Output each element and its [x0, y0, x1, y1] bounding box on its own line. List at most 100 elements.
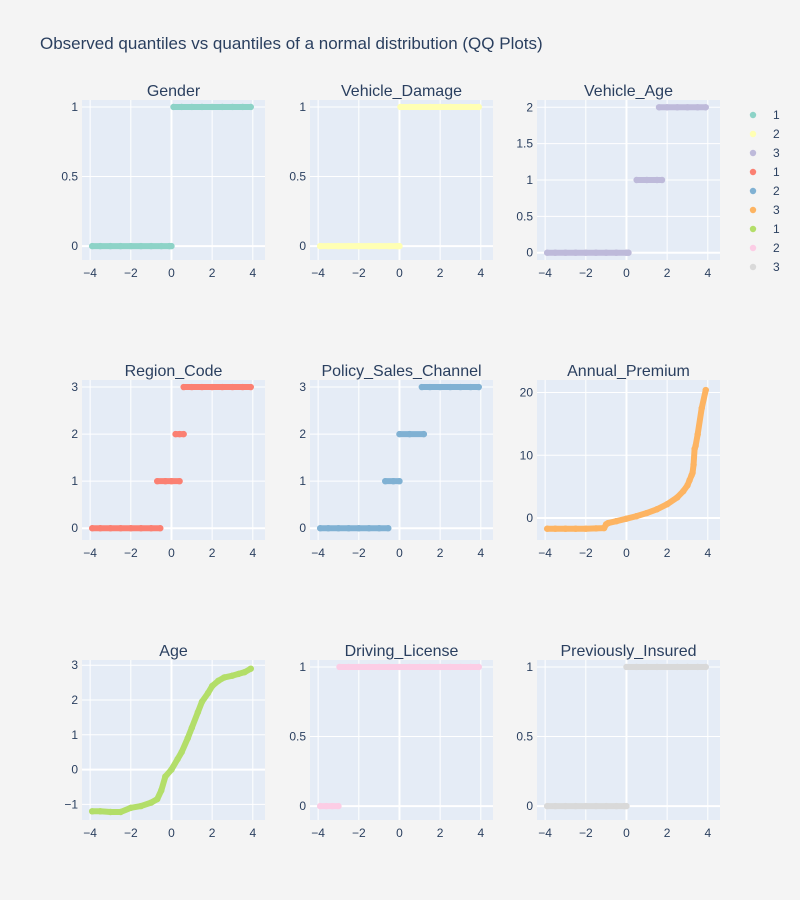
x-tick-label: 4 [704, 826, 711, 840]
data-point [168, 242, 175, 250]
data-point [117, 242, 124, 250]
data-point [355, 525, 362, 532]
data-point [158, 242, 165, 250]
data-point [436, 383, 444, 391]
data-point [219, 383, 226, 391]
x-tick-label: 0 [623, 546, 630, 560]
x-tick-label: 2 [664, 826, 671, 840]
data-point [397, 103, 404, 111]
data-point [475, 663, 482, 671]
data-point [396, 242, 403, 250]
data-point [694, 431, 701, 438]
data-point [208, 103, 216, 111]
data-point [355, 663, 362, 671]
data-point [194, 708, 202, 716]
data-point [188, 383, 195, 391]
data-point [345, 663, 352, 671]
data-point [625, 249, 632, 256]
data-point [178, 103, 185, 111]
subplot-title: Policy_Sales_Channel [321, 363, 481, 380]
data-point [137, 242, 145, 250]
data-point [467, 383, 474, 391]
y-tick-label: 10 [520, 448, 534, 462]
data-point [582, 249, 589, 256]
legend: 1 2 3 1 2 3 1 2 3 [749, 108, 780, 274]
y-tick-label: 0 [71, 521, 78, 535]
data-point [674, 494, 681, 501]
subplot-title: Previously_Insured [560, 643, 696, 660]
data-point [562, 802, 569, 810]
data-point [375, 663, 383, 671]
data-point [702, 663, 709, 671]
data-point [396, 663, 403, 671]
y-tick-label: 1 [71, 474, 78, 488]
x-tick-label: 0 [168, 266, 175, 280]
x-tick-label: 0 [168, 826, 175, 840]
y-tick-label: 0 [526, 799, 533, 813]
data-point [426, 383, 434, 391]
data-point [188, 724, 195, 732]
y-tick-label: 3 [71, 380, 78, 394]
data-point [107, 242, 114, 250]
data-point [329, 802, 336, 810]
y-tick-label: 2 [299, 427, 306, 441]
data-point [680, 487, 687, 495]
plot-area [537, 380, 720, 540]
data-point [643, 663, 650, 671]
x-tick-label: −4 [83, 266, 97, 280]
subplot-region-code: Region_Code −4 −2 0 2 4 0 1 2 3 [71, 363, 265, 560]
data-point [127, 804, 134, 812]
data-point [170, 103, 177, 111]
data-point [663, 104, 671, 111]
data-point [653, 176, 661, 184]
data-point [447, 663, 454, 671]
data-point [147, 525, 155, 532]
legend-label: 3 [773, 146, 780, 160]
legend-label: 2 [773, 241, 780, 255]
data-point [543, 802, 551, 810]
data-point [390, 477, 397, 485]
data-point [335, 242, 342, 250]
y-tick-label: 0 [71, 239, 78, 253]
data-point [552, 249, 559, 256]
subplot-previously-insured: Previously_Insured −4 −2 0 2 4 0 0.5 1 [516, 643, 720, 840]
data-point [447, 103, 454, 111]
data-point [406, 663, 413, 671]
x-tick-label: −2 [124, 826, 138, 840]
legend-marker [749, 130, 757, 138]
x-tick-label: −4 [311, 266, 325, 280]
data-point [157, 525, 164, 532]
x-tick-label: 2 [664, 546, 671, 560]
x-tick-label: −2 [352, 546, 366, 560]
data-point [406, 103, 413, 111]
data-point [396, 477, 403, 485]
data-point [467, 103, 474, 111]
data-point [592, 249, 600, 256]
x-tick-label: 4 [477, 826, 484, 840]
y-tick-label: 0 [526, 246, 533, 260]
data-point [208, 682, 216, 690]
data-point [184, 735, 191, 742]
data-point [154, 477, 161, 485]
data-point [655, 104, 663, 111]
data-point [97, 242, 104, 250]
y-tick-label: 0 [299, 799, 306, 813]
subplot-title: Gender [147, 83, 201, 100]
data-point [552, 802, 559, 810]
data-point [420, 430, 428, 438]
data-point [663, 663, 671, 671]
data-point [633, 663, 640, 671]
data-point [375, 525, 383, 532]
x-tick-label: −2 [124, 546, 138, 560]
plot-area [82, 380, 265, 540]
data-point [162, 773, 169, 780]
data-point [229, 103, 236, 111]
legend-marker [749, 263, 757, 271]
legend-label: 1 [773, 165, 780, 179]
data-point [416, 103, 423, 111]
data-point [436, 663, 444, 671]
y-tick-label: 0.5 [516, 209, 533, 223]
data-point [365, 242, 373, 250]
data-point [653, 506, 661, 513]
legend-marker [749, 149, 757, 157]
